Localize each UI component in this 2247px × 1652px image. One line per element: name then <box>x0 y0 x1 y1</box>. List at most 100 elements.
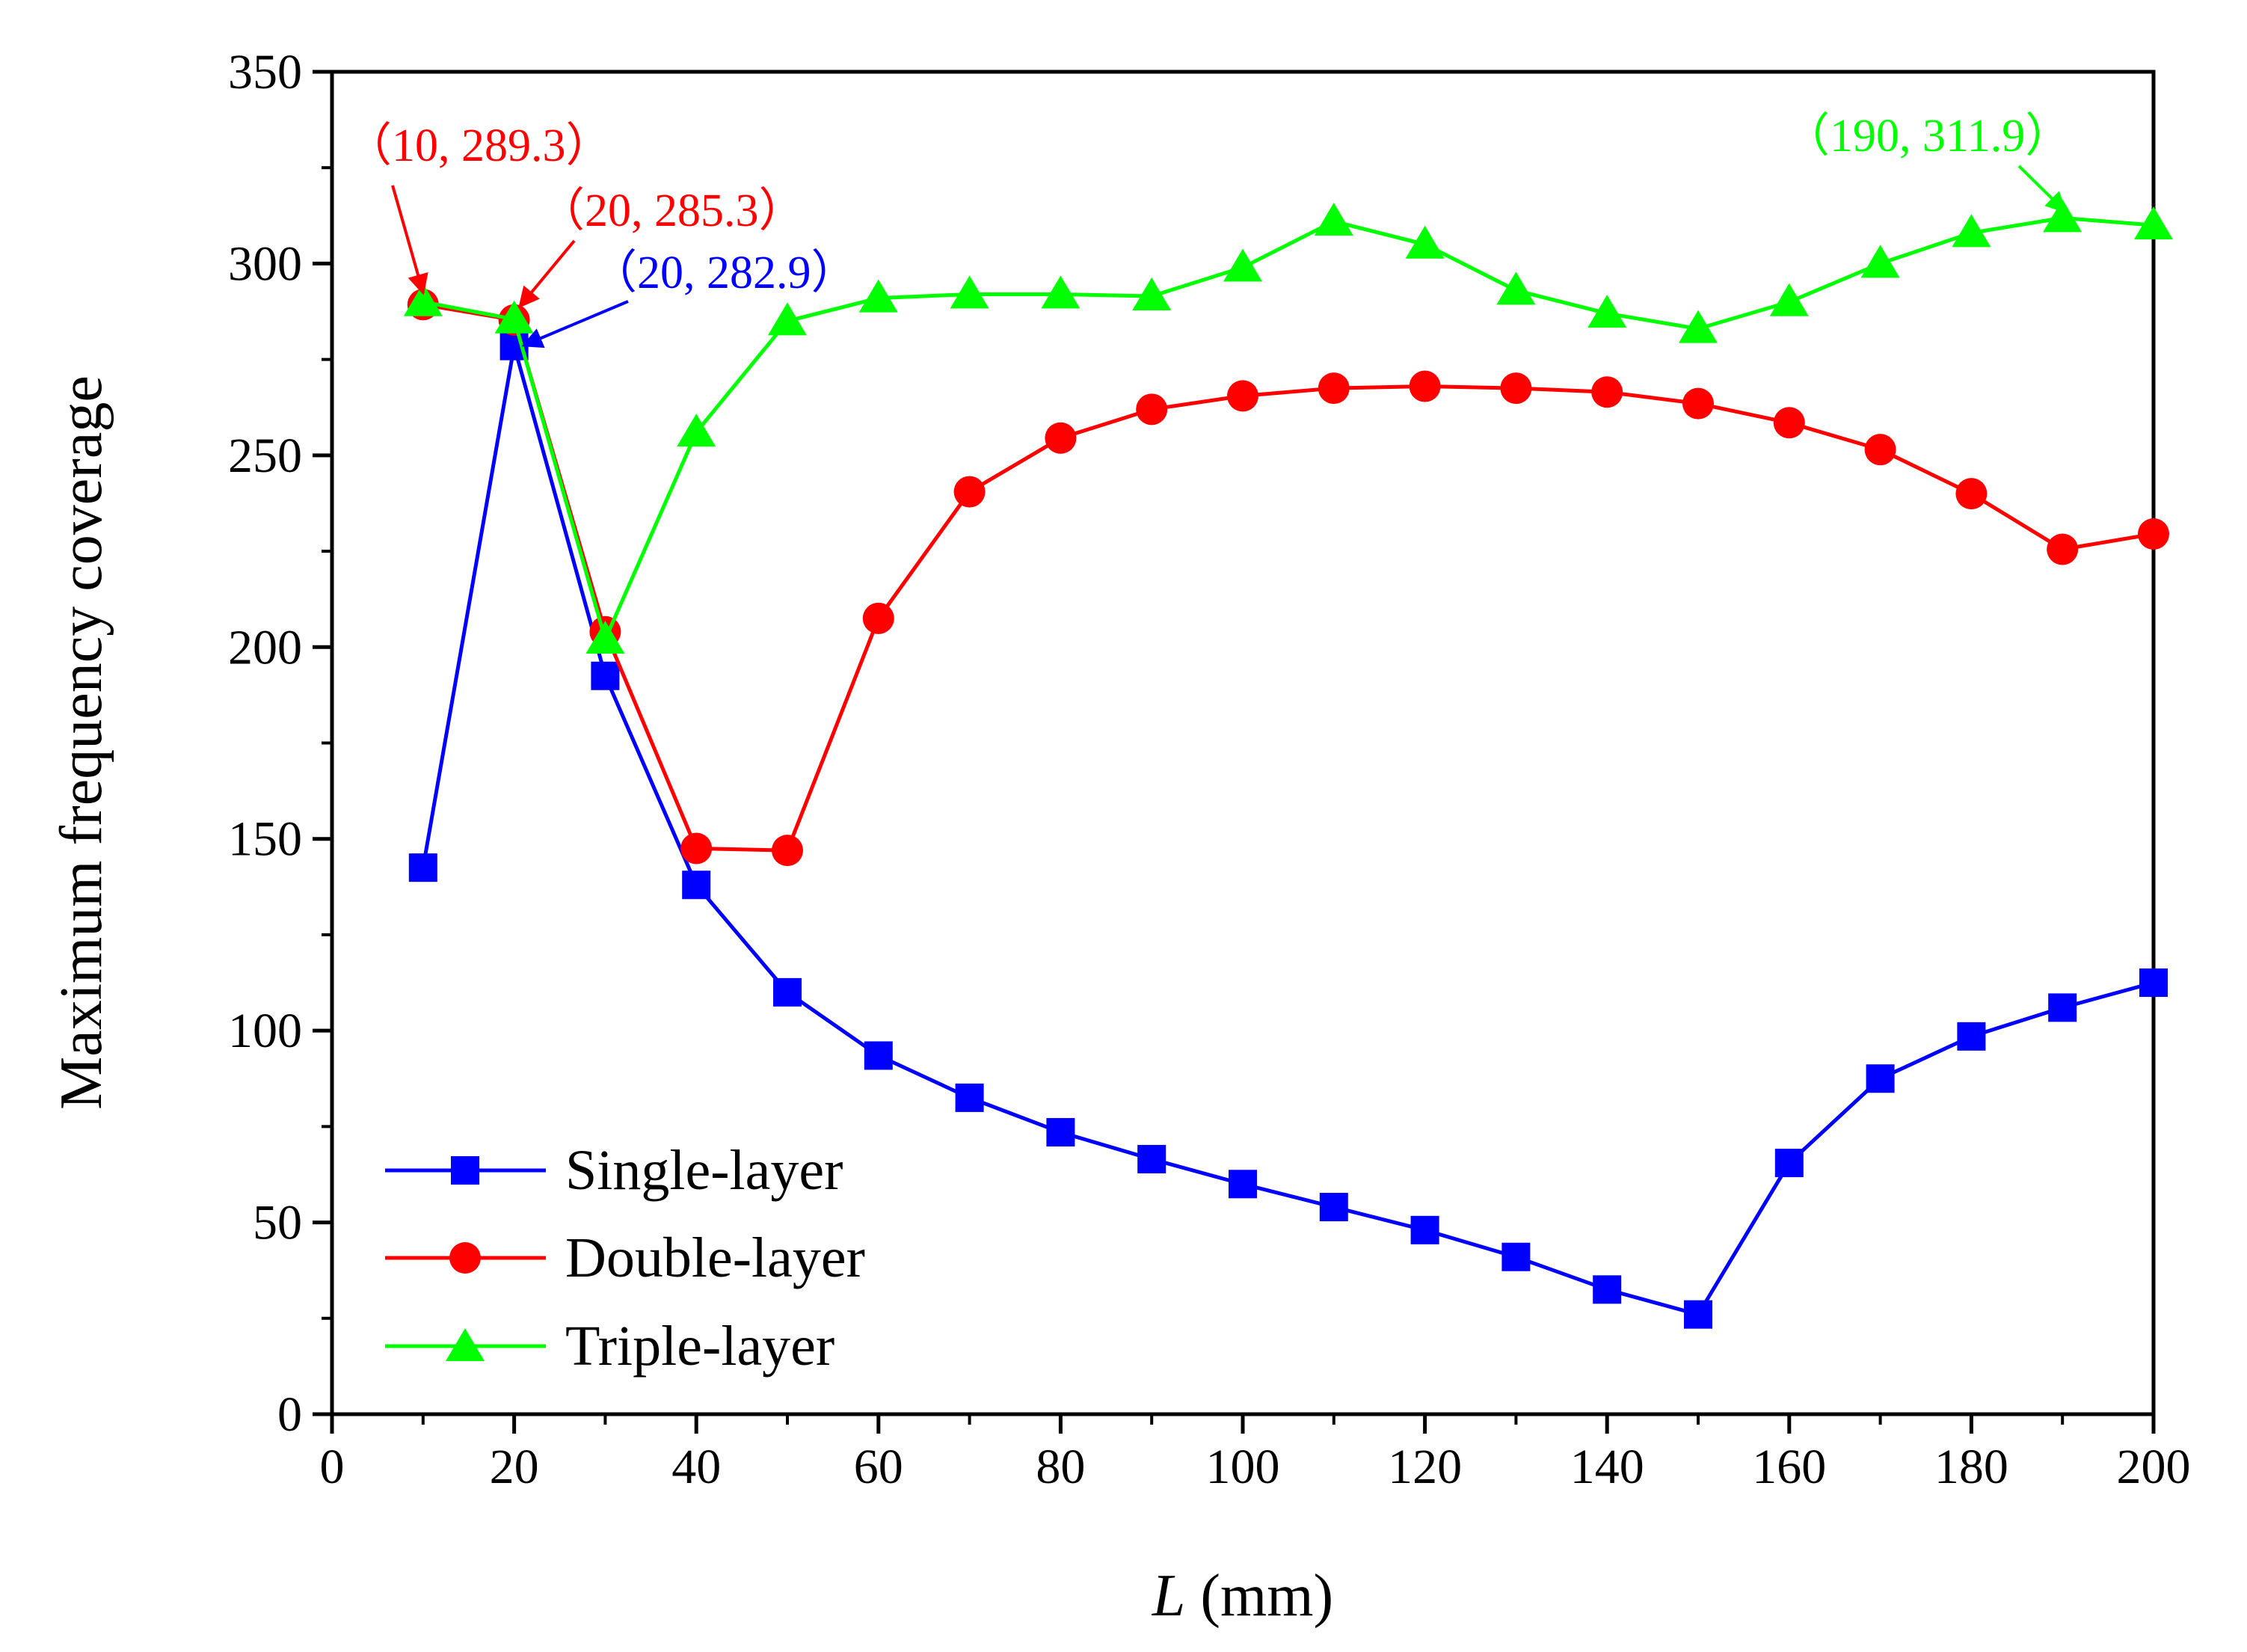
data-point-triple-layer <box>1496 271 1536 305</box>
annotation-label: （20, 285.3） <box>538 185 805 236</box>
data-point-triple-layer <box>2043 199 2082 233</box>
series-line-double-layer <box>422 302 2154 853</box>
data-point-triple-layer <box>858 279 898 313</box>
data-point-single-layer <box>682 870 711 900</box>
data-point-double-layer <box>1227 380 1258 412</box>
data-point-double-layer <box>1773 407 1805 439</box>
x-tick-label: 0 <box>320 1440 345 1494</box>
legend-label-triple: Triple-layer <box>565 1315 834 1378</box>
data-point-triple-layer <box>1860 245 1900 278</box>
data-point-single-layer <box>1774 1149 1804 1178</box>
data-point-triple-layer <box>677 414 716 447</box>
data-point-double-layer <box>2047 533 2079 565</box>
legend-entry-single: Single-layer <box>385 1139 843 1202</box>
data-point-single-layer <box>591 661 620 690</box>
annotation-label: （10, 289.3） <box>345 120 612 171</box>
data-point-double-layer <box>680 832 713 865</box>
x-tick-label: 60 <box>854 1440 903 1494</box>
legend-entry-triple: Triple-layer <box>385 1315 834 1378</box>
data-point-double-layer <box>1955 478 1988 510</box>
series-layer <box>403 199 2173 1329</box>
series-triple-layer <box>403 199 2173 654</box>
y-tick-label: 200 <box>228 620 302 675</box>
x-axis-title-unit: (mm) <box>1185 1563 1333 1629</box>
annotation-label: （190, 311.9） <box>1783 111 2071 162</box>
annotation-arrow <box>518 239 576 309</box>
x-axis-title-symbol: L <box>1152 1563 1186 1629</box>
annotation-label: （20, 282.9） <box>591 248 858 298</box>
data-point-triple-layer <box>403 283 443 316</box>
y-tick-label: 0 <box>277 1387 302 1442</box>
y-tick-label: 350 <box>228 45 302 99</box>
series-single-layer <box>408 331 2168 1329</box>
data-point-double-layer <box>1409 370 1441 402</box>
x-tick-label: 20 <box>490 1440 539 1494</box>
data-point-double-layer <box>1045 422 1077 454</box>
data-point-triple-layer <box>950 275 989 309</box>
data-point-double-layer <box>862 602 894 634</box>
data-point-triple-layer <box>1132 277 1172 311</box>
data-point-double-layer <box>1591 376 1623 408</box>
x-tick-label: 100 <box>1206 1440 1280 1494</box>
data-point-single-layer <box>1684 1300 1712 1329</box>
data-point-triple-layer <box>494 300 534 334</box>
y-tick-label: 50 <box>253 1196 302 1250</box>
data-point-single-layer <box>1229 1170 1257 1199</box>
legend-marker-single <box>451 1156 479 1185</box>
x-tick-label: 120 <box>1388 1440 1462 1494</box>
y-tick-label: 150 <box>228 812 302 867</box>
x-tick-label: 180 <box>1934 1440 2008 1494</box>
data-point-single-layer <box>1593 1275 1622 1304</box>
x-tick-label: 40 <box>671 1440 721 1494</box>
data-point-single-layer <box>864 1041 893 1070</box>
data-point-single-layer <box>1866 1064 1895 1093</box>
x-tick-label: 140 <box>1570 1440 1644 1494</box>
data-point-single-layer <box>1410 1215 1439 1244</box>
x-tick-label: 80 <box>1036 1440 1085 1494</box>
data-point-single-layer <box>1319 1193 1348 1222</box>
data-point-double-layer <box>1318 372 1350 405</box>
legend-entry-double: Double-layer <box>385 1226 865 1289</box>
annotation-layer: （10, 289.3） （20, 285.3） （20, 282.9） （190, 3… <box>345 111 2071 348</box>
annotation-arrow <box>2017 165 2067 213</box>
data-point-triple-layer <box>1223 248 1262 282</box>
data-point-triple-layer <box>1405 225 1445 259</box>
data-point-double-layer <box>1500 372 1532 405</box>
legend-label-single: Single-layer <box>565 1139 843 1202</box>
legend: Single-layer Double-layer Triple-layer <box>385 1139 865 1378</box>
data-point-single-layer <box>1957 1022 1986 1051</box>
axis-ticks: 0 20 40 60 80 100 120 140 160 180 200 0 50 100 150 200 2… <box>228 45 2191 1494</box>
data-point-double-layer <box>2138 518 2169 550</box>
data-point-triple-layer <box>1679 310 1718 343</box>
data-point-double-layer <box>1136 393 1168 426</box>
annotation-arrow <box>521 300 629 348</box>
data-point-double-layer <box>1864 434 1896 466</box>
data-point-double-layer <box>772 835 803 867</box>
data-point-triple-layer <box>1952 214 1991 248</box>
data-point-triple-layer <box>2134 206 2173 240</box>
data-point-triple-layer <box>768 302 807 336</box>
legend-marker-triple <box>446 1328 485 1361</box>
data-point-single-layer <box>1046 1118 1075 1147</box>
y-tick-label: 250 <box>228 429 302 483</box>
legend-marker-double <box>449 1242 481 1274</box>
data-point-triple-layer <box>1041 275 1081 309</box>
legend-label-double: Double-layer <box>565 1226 865 1289</box>
series-line-triple-layer <box>422 215 2154 642</box>
data-point-single-layer <box>955 1083 984 1112</box>
y-tick-label: 300 <box>228 236 302 291</box>
data-point-single-layer <box>1501 1242 1531 1271</box>
x-axis-title: L (mm) <box>1152 1563 1333 1629</box>
series-line-single-layer <box>421 344 2154 1317</box>
data-point-single-layer <box>773 977 802 1007</box>
x-tick-label: 200 <box>2117 1440 2191 1494</box>
data-point-single-layer <box>1137 1144 1166 1173</box>
data-point-single-layer <box>2139 968 2168 998</box>
data-point-single-layer <box>2048 993 2077 1022</box>
data-point-double-layer <box>953 476 986 508</box>
data-point-double-layer <box>1682 387 1714 420</box>
y-axis-title: Maximum frequency coverage <box>49 375 114 1110</box>
annotation-arrow <box>391 185 428 295</box>
data-point-triple-layer <box>585 621 625 654</box>
